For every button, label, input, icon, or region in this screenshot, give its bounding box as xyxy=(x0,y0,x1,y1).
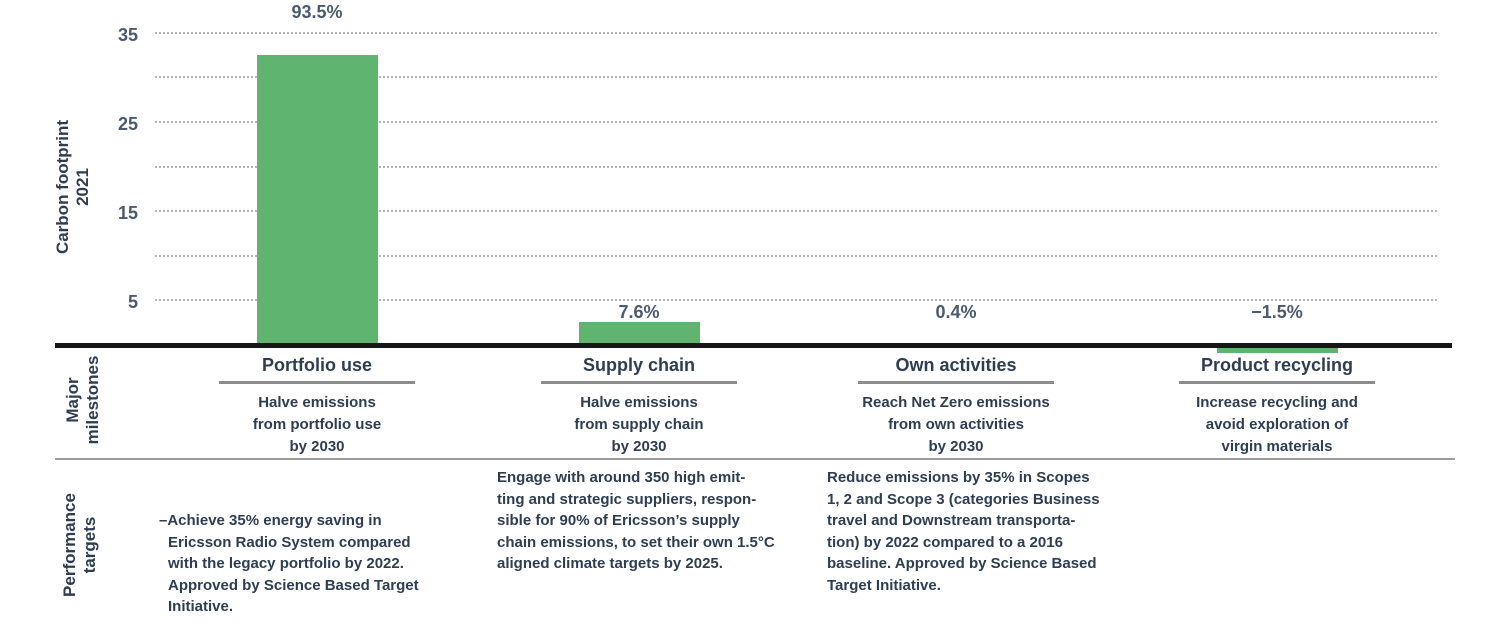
milestone-title: Supply chain xyxy=(582,355,696,375)
bar-value-label: 93.5% xyxy=(291,2,343,22)
row-label-performance-targets: Performance targets xyxy=(60,493,99,597)
y-axis-label: Carbon footprint 2021 xyxy=(53,119,92,255)
row-divider xyxy=(55,458,1455,460)
milestone-title: Portfolio use xyxy=(261,355,372,375)
milestone-product-recycling: Product recycling Increase recycling and… xyxy=(1117,355,1437,458)
milestone-own-activities: Own activities Reach Net Zero emissions … xyxy=(796,355,1116,458)
milestone-description: Halve emissions from portfolio use by 20… xyxy=(252,394,382,455)
milestone-portfolio-use: Portfolio use Halve emissions from portf… xyxy=(157,355,477,458)
bar-value-label: 7.6% xyxy=(618,302,660,322)
milestone-description: Halve emissions from supply chain by 203… xyxy=(574,394,704,455)
performance-own-activities: Reduce emissions by 35% in Scopes 1, 2 a… xyxy=(827,469,1100,594)
gridline xyxy=(155,76,1437,79)
x-axis-line xyxy=(55,343,1452,348)
y-axis-tick-label: 35 xyxy=(117,24,138,45)
bar-value-label: 0.4% xyxy=(935,302,977,322)
performance-portfolio-use: –Achieve 35% energy saving in Ericsson R… xyxy=(159,467,479,644)
gridline xyxy=(155,254,1437,257)
milestone-title: Own activities xyxy=(895,355,1017,375)
bar-portfolio-use xyxy=(256,54,378,344)
row-label-major-milestones: Major milestones xyxy=(63,355,102,445)
bar-product-recycling xyxy=(1216,348,1338,353)
milestone-underline xyxy=(219,381,415,384)
gridline xyxy=(155,210,1437,213)
milestone-title: Product recycling xyxy=(1200,355,1354,375)
y-axis-tick-label: 25 xyxy=(117,114,138,134)
bar-supply-chain xyxy=(578,321,700,344)
gridline xyxy=(155,121,1437,123)
gridline xyxy=(155,31,1437,34)
milestone-underline xyxy=(858,381,1054,384)
gridline xyxy=(155,299,1437,302)
y-axis-tick-label: 5 xyxy=(127,292,138,313)
milestone-description: Reach Net Zero emissions from own activi… xyxy=(862,394,1050,455)
milestone-description: Increase recycling and avoid exploration… xyxy=(1196,394,1358,455)
y-axis-tick-label: 15 xyxy=(117,203,138,224)
milestone-underline xyxy=(541,381,737,384)
performance-supply-chain: Engage with around 350 high emit- ting a… xyxy=(497,469,775,572)
bar-value-label: −1.5% xyxy=(1251,302,1303,322)
milestone-supply-chain: Supply chain Halve emissions from supply… xyxy=(479,355,799,458)
gridline xyxy=(155,165,1437,168)
performance-bullet: –Achieve 35% energy saving in Ericsson R… xyxy=(159,512,419,615)
milestone-underline xyxy=(1179,381,1375,384)
